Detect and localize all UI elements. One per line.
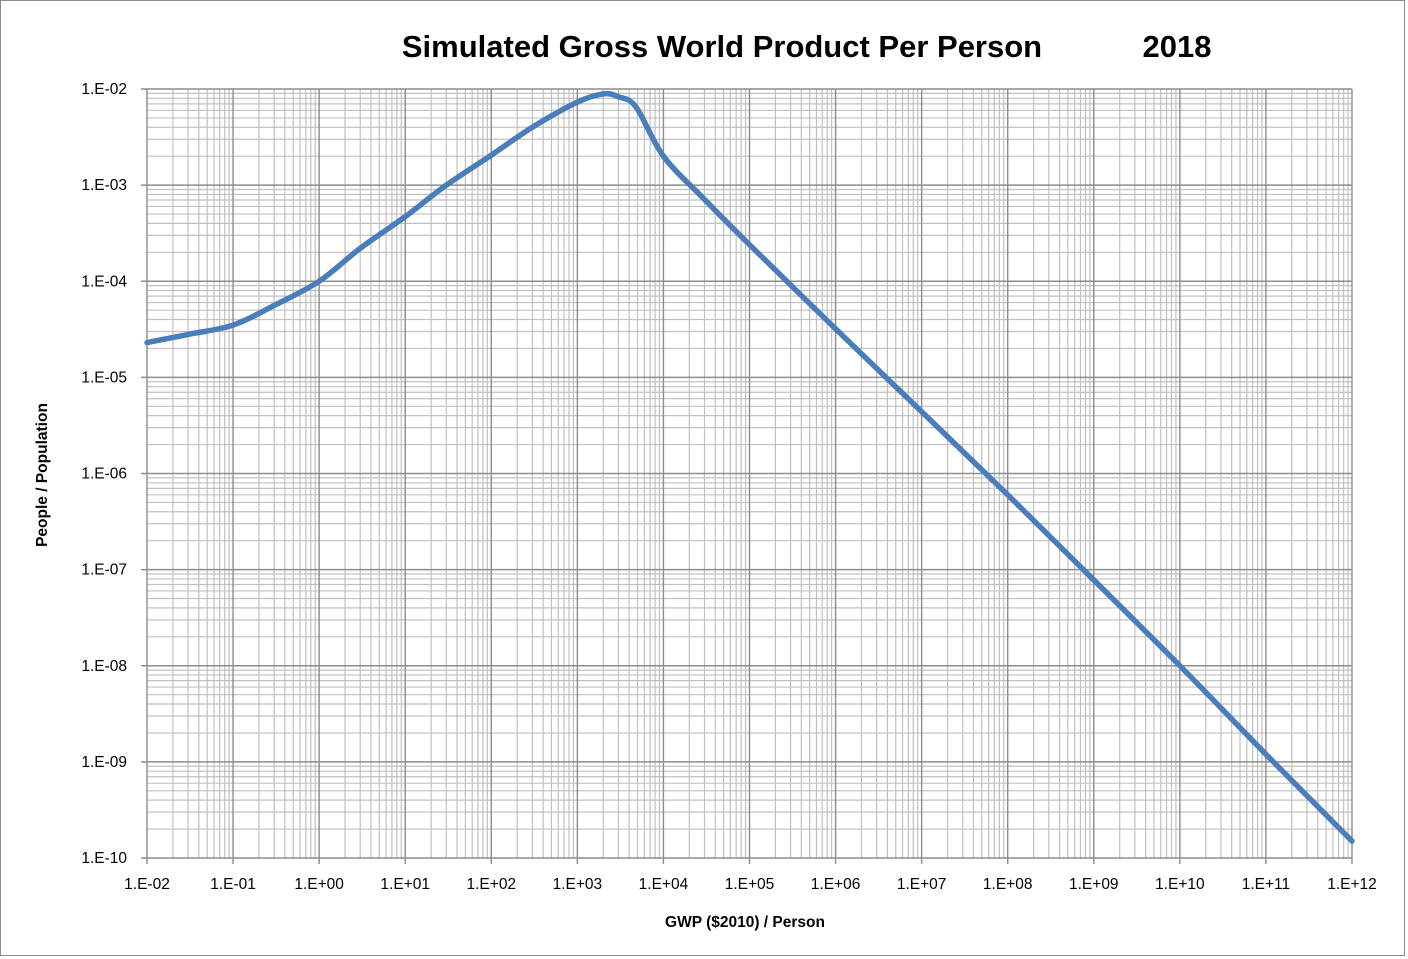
y-tick-label: 1.E-10 — [81, 850, 127, 867]
y-tick-label: 1.E-02 — [81, 81, 127, 98]
x-tick-label: 1.E+06 — [811, 876, 861, 893]
y-tick-label: 1.E-09 — [81, 754, 127, 771]
x-tick-label: 1.E+02 — [467, 876, 517, 893]
y-tick-label: 1.E-06 — [81, 466, 127, 483]
x-tick-label: 1.E+00 — [294, 876, 344, 893]
x-tick-label: 1.E+07 — [897, 876, 947, 893]
chart-title: Simulated Gross World Product Per Person — [402, 29, 1042, 64]
x-tick-label: 1.E-02 — [124, 876, 170, 893]
x-tick-label: 1.E+03 — [553, 876, 603, 893]
x-tick-label: 1.E+11 — [1242, 876, 1290, 893]
x-tick-label: 1.E-01 — [210, 876, 256, 893]
x-tick-label: 1.E+01 — [380, 876, 430, 893]
grid — [141, 88, 1353, 864]
series-line — [144, 90, 1355, 844]
chart-subtitle: 2018 — [1143, 29, 1212, 64]
y-axis-label: People / Population — [34, 403, 51, 547]
series — [144, 90, 1355, 844]
x-tick-label: 1.E+09 — [1069, 876, 1119, 893]
y-tick-label: 1.E-07 — [81, 562, 127, 579]
x-tick-label: 1.E+08 — [983, 876, 1033, 893]
x-tick-label: 1.E+05 — [725, 876, 775, 893]
x-tick-label: 1.E+12 — [1327, 876, 1377, 893]
y-tick-label: 1.E-03 — [81, 177, 127, 194]
y-tick-label: 1.E-04 — [81, 273, 127, 290]
x-tick-label: 1.E+04 — [639, 876, 689, 893]
y-tick-label: 1.E-05 — [81, 369, 127, 386]
x-tick-label: 1.E+10 — [1155, 876, 1205, 893]
ticks: 1.E-02 1.E-01 1.E+00 1.E+01 1.E+02 1.E+03 1.E+… — [81, 81, 1376, 893]
x-axis-label: GWP ($2010) / Person — [665, 914, 825, 931]
y-tick-label: 1.E-08 — [81, 658, 127, 675]
